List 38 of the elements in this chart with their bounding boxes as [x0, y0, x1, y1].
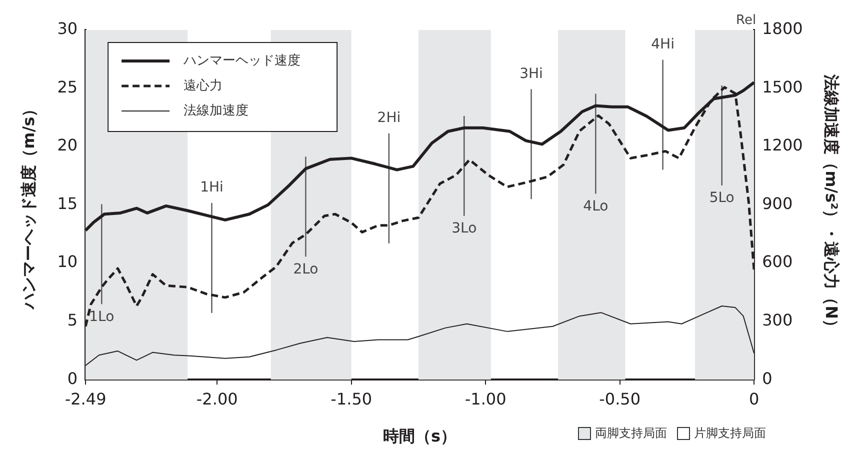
y2-tick-label: 1500	[762, 77, 803, 96]
y2-tick-label: 1800	[762, 19, 803, 38]
y-tick-label: 20	[57, 136, 78, 155]
ref-line-label: 1Lo	[89, 308, 114, 325]
ref-line-label: 4Hi	[651, 36, 674, 52]
x-tick-label: -2.49	[64, 389, 106, 408]
y-tick-label: 0	[67, 368, 78, 388]
y-tick-label: 5	[67, 310, 78, 330]
y2-tick-label: 900	[762, 194, 793, 213]
text: Rel	[736, 12, 756, 28]
y-axis-title: ハンマーヘッド速度（m/s）	[18, 100, 38, 310]
x-tick-label: -2.00	[196, 389, 238, 408]
y-tick-label: 25	[57, 77, 78, 96]
y-tick-label: 15	[57, 194, 78, 213]
y-tick-label: 10	[57, 252, 78, 272]
legend-label: ハンマーヘッド速度	[182, 52, 301, 68]
x-tick-label: -0.50	[599, 389, 641, 408]
ref-line-label: 5Lo	[709, 190, 734, 206]
y2-axis-title: 法線加速度（m/s²）・遠心力（N）	[822, 74, 842, 336]
x-tick-label: -1.00	[464, 389, 506, 408]
ref-line-label: 1Hi	[200, 180, 224, 196]
legend-label: 遠心力	[184, 77, 223, 94]
y-tick-label: 30	[57, 19, 78, 38]
y2-tick-label: 1200	[762, 136, 803, 155]
ref-line-label: 2Hi	[377, 110, 401, 126]
text: 両脚支持局面	[595, 425, 667, 442]
ref-line-label: 4Lo	[583, 198, 608, 214]
y2-tick-label: 0	[762, 368, 772, 388]
text: 片脚支持局面	[694, 425, 766, 442]
x-axis-title: 時間（s）	[383, 426, 457, 446]
y2-tick-label: 300	[762, 310, 793, 330]
ref-line-label: 2Lo	[293, 261, 318, 278]
ref-line-label: 3Lo	[452, 220, 477, 237]
legend-label: 法線加速度	[184, 102, 249, 118]
x-tick-label: 0	[748, 389, 760, 408]
y2-tick-label: 600	[762, 252, 793, 272]
x-tick-label: -1.50	[330, 389, 372, 408]
ref-line-label: 3Hi	[520, 66, 543, 82]
